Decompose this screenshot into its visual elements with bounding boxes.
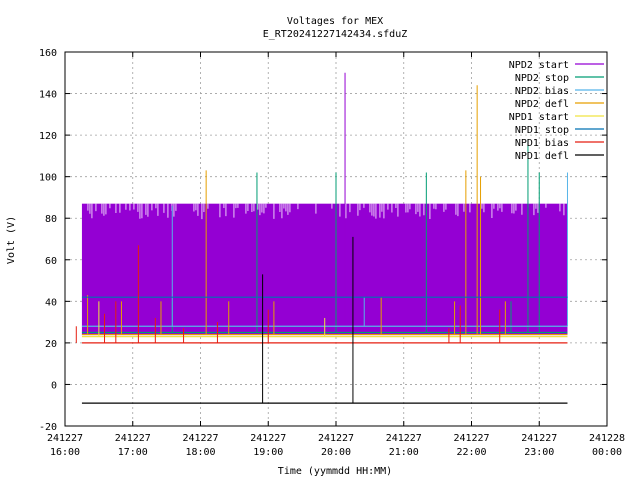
legend-label: NPD1 defl	[515, 151, 569, 162]
x-tick-time-label: 16:00	[50, 447, 80, 458]
x-tick-date-label: 241228	[589, 433, 625, 444]
y-tick-label: 100	[39, 173, 57, 184]
y-tick-label: 80	[45, 214, 57, 225]
y-tick-label: -20	[39, 422, 57, 433]
y-tick-label: 40	[45, 297, 57, 308]
y-tick-label: 20	[45, 339, 57, 350]
y-tick-label: 0	[51, 380, 57, 391]
y-tick-label: 120	[39, 131, 57, 142]
chart-title: Voltages for MEX	[287, 16, 383, 27]
series-npd1-bias	[75, 245, 568, 344]
series-npd2-defl	[81, 85, 568, 336]
x-tick-time-label: 21:00	[389, 447, 419, 458]
x-axis-label: Time (yymmdd HH:MM)	[278, 466, 392, 477]
legend-label: NPD2 start	[509, 60, 569, 71]
x-tick-time-label: 17:00	[118, 447, 148, 458]
legend-label: NPD2 stop	[515, 73, 569, 84]
y-tick-label: 60	[45, 256, 57, 267]
x-tick-date-label: 241227	[521, 433, 557, 444]
x-tick-date-label: 241227	[386, 433, 422, 444]
x-tick-time-label: 19:00	[253, 447, 283, 458]
x-tick-time-label: 18:00	[185, 447, 215, 458]
x-tick-time-label: 20:00	[321, 447, 351, 458]
legend-label: NPD1 bias	[515, 138, 569, 149]
legend-label: NPD2 bias	[515, 86, 569, 97]
x-tick-date-label: 241227	[115, 433, 151, 444]
series-npd2-start	[81, 72, 568, 336]
x-tick-time-label: 22:00	[456, 447, 486, 458]
series-band	[81, 203, 568, 335]
legend-label: NPD1 start	[509, 112, 569, 123]
series-npd1-start	[81, 301, 568, 338]
x-tick-time-label: 00:00	[592, 447, 622, 458]
chart-subtitle: E_RT20241227142434.sfduZ	[263, 29, 408, 40]
y-tick-label: 160	[39, 48, 57, 59]
y-tick-label: 140	[39, 90, 57, 101]
x-tick-date-label: 241227	[453, 433, 489, 444]
x-tick-date-label: 241227	[182, 433, 218, 444]
legend-label: NPD1 stop	[515, 125, 569, 136]
y-axis-label: Volt (V)	[6, 216, 17, 264]
axis-ticks: -20 0 20 40 60 80 100 120 140 160 241227 16:00 24122…	[39, 48, 625, 458]
x-tick-date-label: 241227	[47, 433, 83, 444]
x-tick-date-label: 241227	[250, 433, 286, 444]
series-npd1-defl	[81, 236, 568, 404]
x-tick-date-label: 241227	[318, 433, 354, 444]
legend-label: NPD2 defl	[515, 99, 569, 110]
series-layer	[75, 72, 568, 404]
x-tick-time-label: 23:00	[524, 447, 554, 458]
legend: NPD2 start NPD2 stop NPD2 bias NPD2 defl NPD…	[509, 60, 604, 162]
